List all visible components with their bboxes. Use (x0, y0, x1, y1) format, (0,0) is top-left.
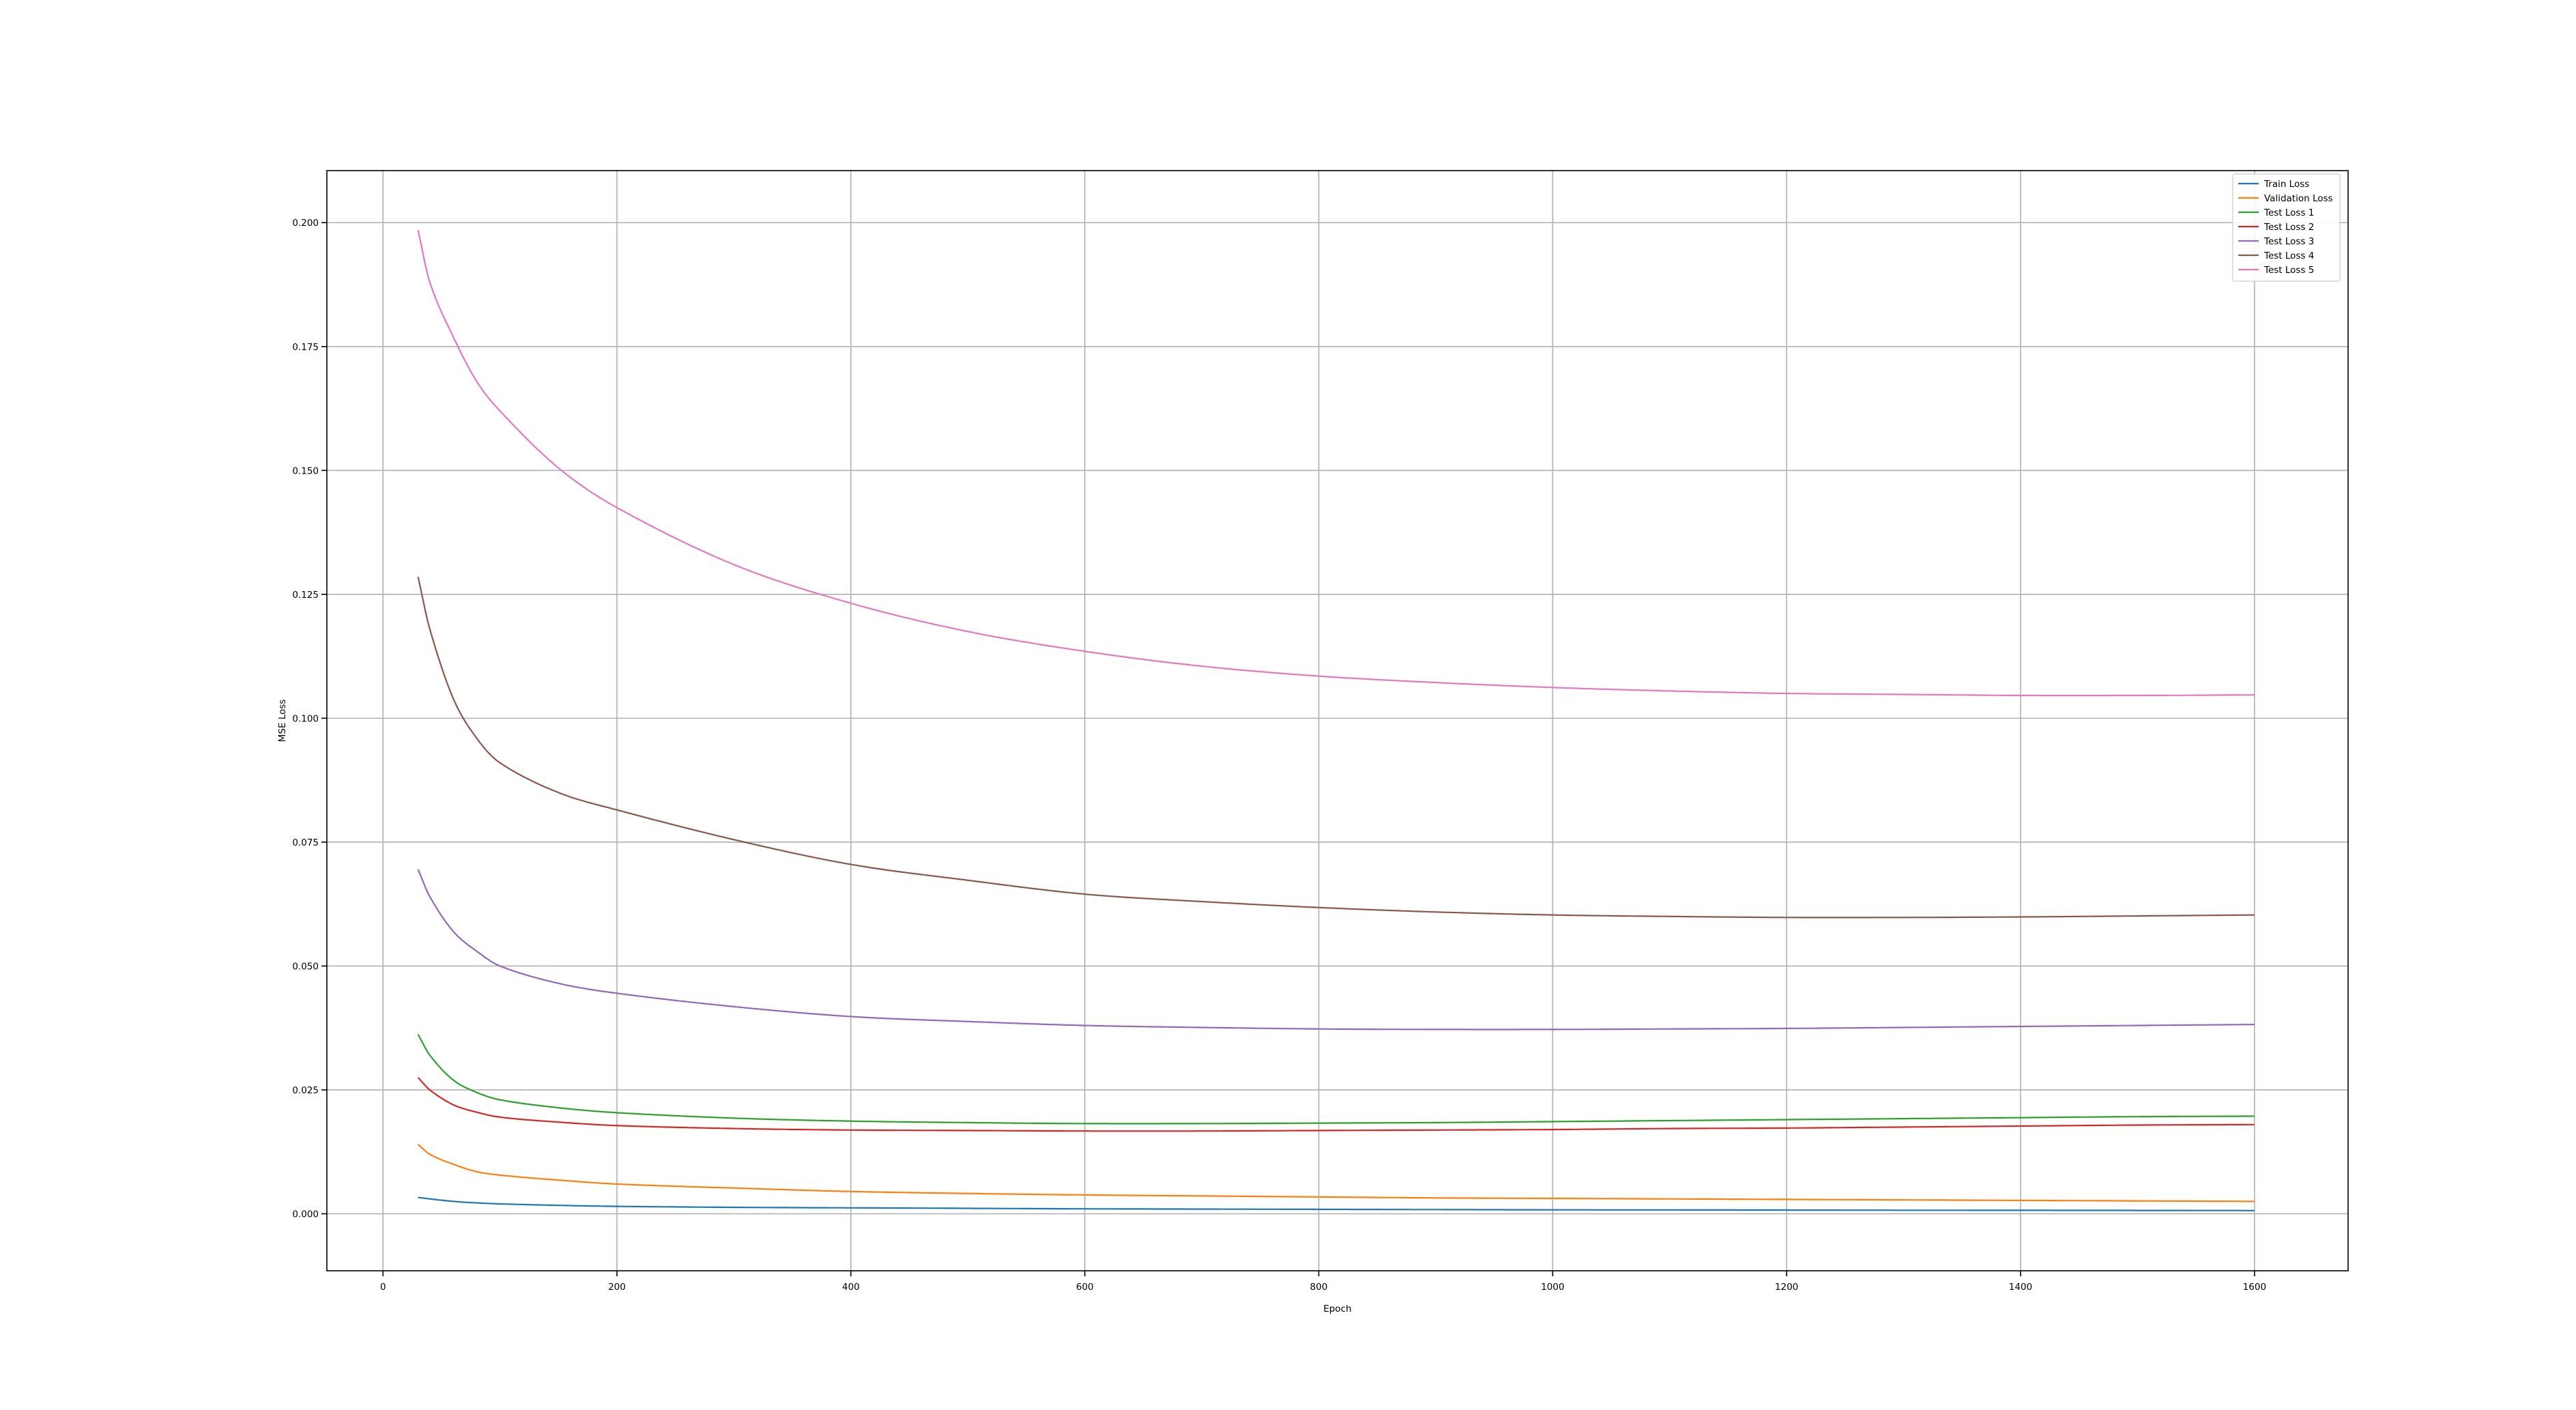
y-tick-label: 0.175 (292, 342, 319, 353)
y-tick-label: 0.050 (292, 961, 319, 972)
legend-label: Test Loss 2 (2263, 222, 2314, 233)
x-tick-label: 1200 (1775, 1282, 1798, 1293)
y-tick-label: 0.000 (292, 1209, 319, 1220)
series-line-4 (417, 1077, 2255, 1132)
series-line-2 (417, 1143, 2255, 1203)
legend-label: Validation Loss (2264, 193, 2333, 204)
y-tick-label: 0.100 (292, 713, 319, 724)
x-tick-label: 0 (380, 1282, 386, 1293)
x-tick-label: 400 (842, 1282, 860, 1293)
legend-label: Test Loss 1 (2263, 207, 2314, 218)
legend-label: Test Loss 5 (2263, 265, 2314, 276)
y-tick-label: 0.075 (292, 837, 319, 848)
series-lines (417, 229, 2255, 1211)
plot-area (327, 171, 2348, 1271)
series-line-3 (417, 1034, 2255, 1125)
x-tick-label: 800 (1310, 1282, 1328, 1293)
series-line-5 (417, 869, 2255, 1031)
y-tick-label: 0.200 (292, 218, 319, 229)
y-tick-label: 0.125 (292, 590, 319, 601)
y-axis: 0.000 0.025 0.050 0.075 0.100 0.125 0.150 0.175… (292, 218, 327, 1220)
legend: Train Loss Validation Loss Test Loss 1 Test… (2232, 173, 2341, 282)
series-line-1 (418, 1196, 2255, 1211)
y-tick-label: 0.150 (292, 465, 319, 476)
x-axis-label: Epoch (1323, 1304, 1351, 1314)
x-tick-label: 1400 (2009, 1282, 2032, 1293)
legend-label: Train Loss (2263, 179, 2309, 190)
x-tick-label: 200 (608, 1282, 626, 1293)
x-tick-label: 600 (1076, 1282, 1094, 1293)
legend-label: Test Loss 3 (2263, 236, 2314, 247)
x-axis: 0 200 400 600 800 1000 1200 1400 1600 (380, 1271, 2266, 1293)
y-tick-label: 0.025 (292, 1085, 319, 1096)
x-tick-label: 1000 (1541, 1282, 1564, 1293)
y-axis-label: MSE Loss (277, 700, 288, 743)
grid-lines (327, 171, 2348, 1271)
legend-box (2232, 173, 2341, 282)
legend-label: Test Loss 4 (2263, 250, 2314, 261)
series-line-7 (417, 229, 2255, 697)
plot-frame (326, 170, 2349, 1271)
series-line-6 (417, 577, 2255, 919)
x-tick-label: 1600 (2243, 1282, 2266, 1293)
